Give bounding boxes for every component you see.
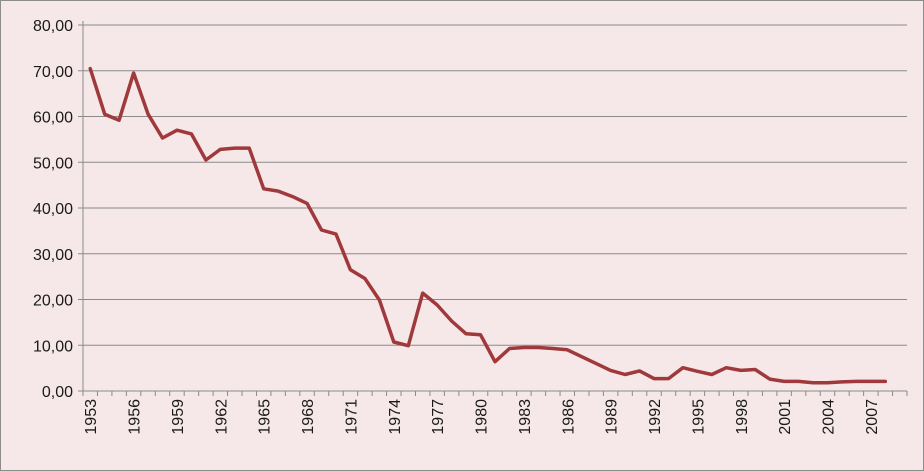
x-tick-label: 1986	[560, 399, 577, 435]
x-tick-label: 1959	[170, 399, 187, 435]
x-tick-label: 1962	[213, 399, 230, 435]
series-layer	[88, 66, 888, 385]
y-tick-label: 50,00	[33, 155, 73, 172]
x-tick-label: 1965	[257, 399, 274, 435]
y-tick-label: 10,00	[33, 338, 73, 355]
y-tick-label: 60,00	[33, 110, 73, 127]
x-tick-label: 1980	[474, 399, 491, 435]
x-tick-label: 1998	[734, 399, 751, 435]
series-line	[88, 66, 888, 385]
x-tick-label: 2007	[864, 399, 881, 435]
x-tick-label: 1953	[83, 399, 100, 435]
x-tick-label: 1992	[647, 399, 664, 435]
x-tick-label: 1971	[343, 399, 360, 435]
x-tick-label: 2004	[820, 399, 837, 435]
y-tick-label: 20,00	[33, 293, 73, 310]
axes	[78, 21, 908, 396]
y-axis-ticks: 0,00 10,00 20,00 30,00 40,00 50,00 60,00 70,00 8…	[33, 18, 73, 401]
y-tick-label: 70,00	[33, 64, 73, 81]
gridlines	[83, 24, 907, 346]
x-tick-label: 1995	[690, 399, 707, 435]
x-tick-label: 1989	[604, 399, 621, 435]
x-tick-label: 1983	[517, 399, 534, 435]
x-tick-label: 2001	[777, 399, 794, 435]
y-tick-label: 80,00	[33, 18, 73, 35]
y-tick-label: 40,00	[33, 201, 73, 218]
x-tick-label: 1977	[430, 399, 447, 435]
y-tick-label: 0,00	[42, 384, 73, 401]
x-tick-label: 1968	[300, 399, 317, 435]
y-tick-label: 30,00	[33, 247, 73, 264]
x-tick-label: 1956	[127, 399, 144, 435]
x-tick-label: 1974	[387, 399, 404, 435]
x-axis-ticks: 1953 1956 1959 1962 1965 1968 1971 1974 1977 1980…	[83, 399, 881, 435]
